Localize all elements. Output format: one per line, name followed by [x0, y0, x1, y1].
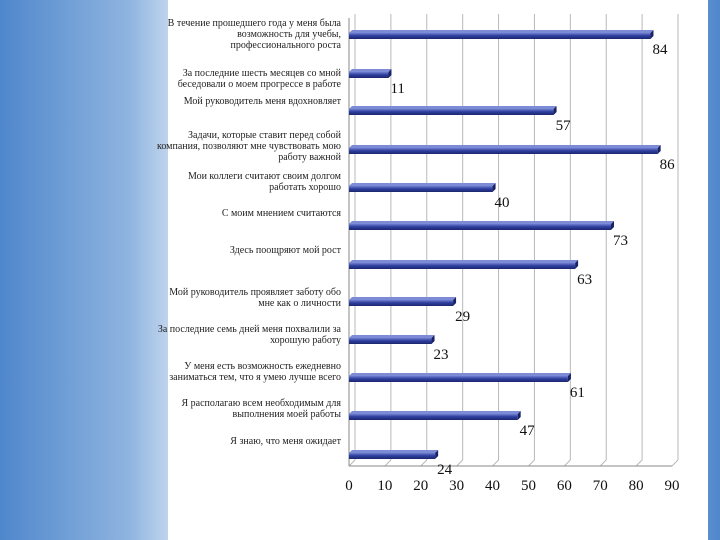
data-label: 11	[390, 81, 404, 97]
y-category-label: Мой руководитель проявляет заботу обо мн…	[169, 287, 341, 309]
bar	[349, 297, 457, 306]
x-tick-label: 40	[485, 478, 500, 494]
bar	[349, 335, 435, 344]
floor-gridline	[492, 459, 499, 467]
bar	[349, 106, 557, 115]
data-label: 73	[613, 233, 628, 249]
y-category-label: С моим мнением считаются	[221, 208, 341, 219]
floor-gridline	[384, 459, 392, 467]
data-label: 40	[495, 195, 510, 211]
bar	[349, 183, 496, 192]
floor-gridline	[563, 459, 571, 467]
data-label: 61	[570, 385, 585, 401]
data-label: 86	[660, 157, 676, 173]
x-tick-label: 10	[377, 478, 392, 494]
data-label: 47	[520, 423, 536, 439]
data-label: 57	[556, 118, 572, 134]
floor-gridline	[635, 459, 643, 467]
x-tick-label: 70	[593, 478, 608, 494]
bar	[349, 260, 579, 269]
data-label: 63	[577, 272, 592, 288]
bar	[349, 30, 654, 39]
bar	[349, 373, 571, 382]
x-tick-label: 80	[629, 478, 644, 494]
floor-gridline	[671, 459, 679, 467]
y-category-label: Здесь поощряют мой рост	[229, 245, 341, 256]
y-category-label: В течение прошедшего года у меня была во…	[167, 18, 341, 51]
floor-gridline	[348, 459, 356, 467]
x-tick-label: 30	[449, 478, 464, 494]
y-category-label: Мой руководитель меня вдохновляет	[183, 96, 341, 107]
data-label: 84	[652, 42, 668, 58]
bar	[349, 69, 392, 78]
floor-gridline	[528, 459, 535, 467]
bar	[349, 450, 439, 459]
y-category-label: Я располагаю всем необходимым для выполн…	[181, 398, 341, 420]
x-tick-label: 50	[521, 478, 536, 494]
y-category-label: У меня есть возможность ежедневно занима…	[169, 361, 341, 383]
x-tick-label: 0	[345, 478, 353, 494]
y-category-label: Задачи, которые ставит перед собой компа…	[157, 130, 341, 163]
floor-gridline	[456, 459, 464, 467]
bar	[349, 411, 521, 420]
floor-gridline	[599, 459, 607, 467]
y-category-label: Мои коллеги считают своим долгом работат…	[187, 171, 341, 193]
x-tick-label: 90	[665, 478, 680, 494]
x-tick-label: 60	[557, 478, 572, 494]
y-category-label: За последние семь дней меня похвалили за…	[157, 324, 341, 346]
bar	[349, 221, 614, 230]
y-category-label: За последние шесть месяцев со мной бесед…	[177, 68, 341, 90]
bar	[349, 145, 661, 154]
data-label: 29	[455, 309, 470, 325]
data-label: 23	[434, 347, 449, 363]
x-tick-label: 20	[413, 478, 428, 494]
floor-gridline	[420, 459, 428, 467]
data-label: 24	[437, 462, 453, 478]
y-category-label: Я знаю, что меня ожидает	[230, 436, 341, 447]
